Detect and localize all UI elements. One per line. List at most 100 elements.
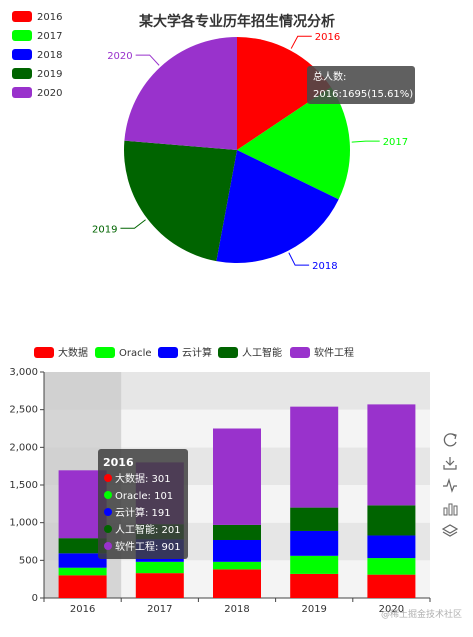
bar-2017-series-1[interactable] <box>135 561 184 574</box>
bar-legend-label-1[interactable]: Oracle <box>119 348 152 359</box>
pie-label-2020: 2020 <box>107 51 132 62</box>
pie-legend-label-2020[interactable]: 2020 <box>37 88 62 99</box>
bar-legend-label-2[interactable]: 云计算 <box>182 346 212 359</box>
pie-legend-swatch-2019[interactable] <box>12 68 32 79</box>
x-tick-label-2016: 2016 <box>70 604 95 615</box>
pie-slice-2019[interactable] <box>123 140 237 262</box>
pie-legend[interactable]: 2016 2017 2018 2019 2020 <box>12 11 62 99</box>
pie-legend-label-2016[interactable]: 2016 <box>37 12 62 23</box>
pie-slice-2017[interactable] <box>237 87 350 200</box>
bar-tooltip-dot-2 <box>104 508 112 516</box>
toolbox[interactable] <box>441 433 459 537</box>
pie-chart-title: 某大学各专业历年招生情况分析 <box>139 13 335 30</box>
bar-tooltip-line-1: Oracle: 101 <box>115 491 173 502</box>
bar-tooltip-dot-3 <box>104 525 112 533</box>
bar-legend-swatch-2[interactable] <box>158 347 178 358</box>
bar-chart-icon-bar <box>453 505 458 516</box>
bar-legend-swatch-1[interactable] <box>95 347 115 358</box>
line-chart-icon[interactable] <box>443 477 457 493</box>
bar-2020-series-2[interactable] <box>367 535 416 559</box>
y-tick-label: 500 <box>19 555 38 566</box>
download-icon[interactable] <box>443 457 457 470</box>
bar-legend-label-3[interactable]: 人工智能 <box>242 346 282 359</box>
bar-tooltip-background <box>98 449 188 559</box>
bar-2017-series-0[interactable] <box>135 573 184 598</box>
refresh-icon[interactable] <box>443 433 457 447</box>
pie-label-2018: 2018 <box>312 261 337 272</box>
bar-tooltip: 2016 大数据: 301 Oracle: 101 云计算: 191 人工智能: 201… <box>98 449 188 559</box>
bar-2019-series-3[interactable] <box>290 507 339 531</box>
bar-legend-swatch-3[interactable] <box>218 347 238 358</box>
bar-legend-swatch-0[interactable] <box>34 347 54 358</box>
pie-legend-swatch-2020[interactable] <box>12 87 32 98</box>
pie-slice-2020[interactable] <box>124 37 237 150</box>
pie-legend-label-2019[interactable]: 2019 <box>37 69 62 80</box>
pie-tooltip: 总人数: 2016:1695(15.61%) <box>307 66 415 104</box>
bar-chart-icon-bar <box>443 507 448 516</box>
pie-tooltip-line: 2016:1695(15.61%) <box>313 89 413 100</box>
bar-2016-series-2[interactable] <box>58 553 107 568</box>
bar-legend[interactable]: 大数据 Oracle 云计算 人工智能 软件工程 <box>34 346 354 359</box>
bar-2018-series-3[interactable] <box>213 524 261 540</box>
x-tick-label-2020: 2020 <box>379 604 404 615</box>
bar-2016-series-1[interactable] <box>58 567 107 576</box>
bar-legend-label-0[interactable]: 大数据 <box>58 346 88 359</box>
bar-2019-series-1[interactable] <box>290 555 339 574</box>
stack-icon-top <box>441 524 459 534</box>
bar-tooltip-dot-1 <box>104 491 112 499</box>
pie-slice-2016[interactable] <box>237 37 331 150</box>
x-tick-label-2017: 2017 <box>147 604 172 615</box>
bar-2020-series-4[interactable] <box>367 404 416 506</box>
bar-plot-area: 0 500 1,000 1,500 2,000 2,500 3,000 2016 2017 201… <box>9 367 431 615</box>
pie-label-2017: 2017 <box>383 137 408 148</box>
pie-label-line-2019 <box>120 219 146 229</box>
bar-tooltip-dot-0 <box>104 474 112 482</box>
bar-tooltip-line-3: 人工智能: 201 <box>115 523 181 536</box>
pie-tooltip-background <box>307 66 415 104</box>
bar-legend-swatch-4[interactable] <box>290 347 310 358</box>
pie-legend-swatch-2016[interactable] <box>12 11 32 22</box>
bar-chart-icon-bar <box>448 503 453 516</box>
bar-tooltip-line-4: 软件工程: 901 <box>115 540 181 553</box>
bar-2019-series-4[interactable] <box>290 406 339 508</box>
x-tick-label-2018: 2018 <box>224 604 249 615</box>
y-tick-label: 3,000 <box>9 367 38 378</box>
x-tick-label-2019: 2019 <box>301 604 326 615</box>
pie-legend-label-2017[interactable]: 2017 <box>37 31 62 42</box>
pie-label-line-2018 <box>288 252 310 266</box>
pie-legend-label-2018[interactable]: 2018 <box>37 50 62 61</box>
bar-2019-series-2[interactable] <box>290 530 339 556</box>
y-tick-label: 2,500 <box>9 405 38 416</box>
pie-label-line-2020 <box>135 54 160 66</box>
bar-chart-icon[interactable] <box>443 503 458 516</box>
bar-2016-series-0[interactable] <box>58 575 107 598</box>
bar-2016-series-3[interactable] <box>58 538 107 554</box>
y-tick-label: 0 <box>32 593 38 604</box>
watermark-text: @稀土掘金技术社区 <box>381 608 462 620</box>
pie-tooltip-title: 总人数: <box>313 70 346 83</box>
y-tick-label: 1,500 <box>9 480 38 491</box>
bar-tooltip-line-0: 大数据: 301 <box>115 472 171 485</box>
download-icon-shape <box>443 457 457 470</box>
bar-2018-series-1[interactable] <box>213 561 261 570</box>
bar-2020-series-1[interactable] <box>367 558 416 575</box>
line-chart-icon-shape <box>443 477 457 493</box>
pie-legend-swatch-2017[interactable] <box>12 30 32 41</box>
bar-2018-series-2[interactable] <box>213 539 261 562</box>
pie-slices[interactable] <box>123 37 350 263</box>
bar-2020-series-3[interactable] <box>367 505 416 536</box>
bar-2018-series-0[interactable] <box>213 569 261 598</box>
pie-label-2019: 2019 <box>92 224 117 235</box>
bar-tooltip-dot-4 <box>104 542 112 550</box>
bar-2018-series-4[interactable] <box>213 428 261 525</box>
pie-slice-2018[interactable] <box>216 150 339 263</box>
stack-icon-bottom <box>442 531 458 537</box>
bar-2020-series-0[interactable] <box>367 574 416 598</box>
bar-legend-label-4[interactable]: 软件工程 <box>314 346 354 359</box>
pie-legend-swatch-2018[interactable] <box>12 49 32 60</box>
y-tick-label: 1,000 <box>9 518 38 529</box>
stack-icon[interactable] <box>441 524 459 537</box>
bar-2019-series-0[interactable] <box>290 573 339 598</box>
